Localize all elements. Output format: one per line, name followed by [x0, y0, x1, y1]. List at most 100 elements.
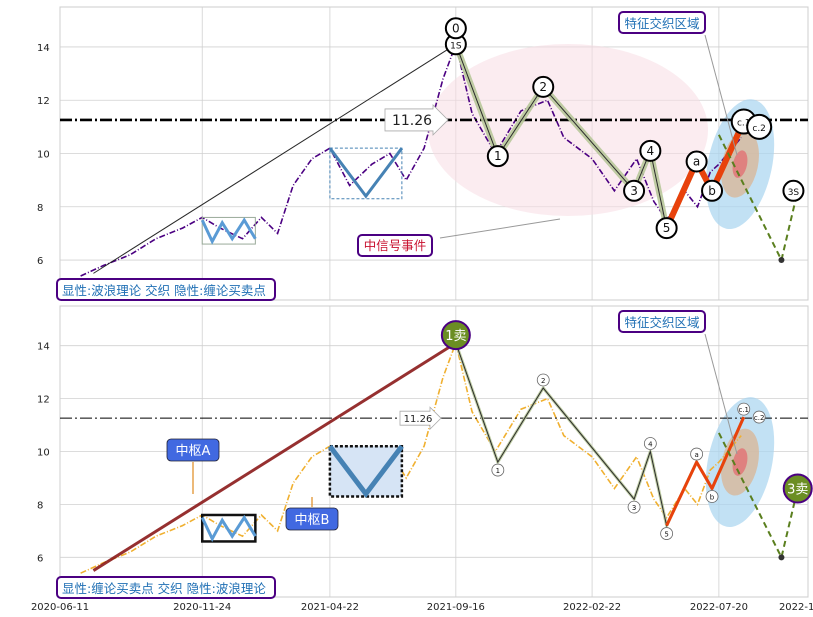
wave-marker	[444, 17, 467, 40]
wave-label: 3	[632, 504, 636, 512]
x-tick-label: 2022-02-22	[563, 602, 621, 613]
feature-zone-pointer	[704, 333, 738, 455]
wave-marker	[705, 490, 719, 503]
wave-marker	[536, 373, 550, 387]
wave-label: c.1	[738, 406, 749, 414]
x-tick-label: 2022-07-20	[690, 602, 748, 613]
center-box-b	[329, 147, 403, 200]
feature-zone-pointer	[704, 34, 738, 156]
forecast-point	[778, 257, 785, 264]
wave-marker	[737, 402, 751, 416]
event-pointer	[439, 218, 561, 239]
center-label: 中枢B	[295, 513, 330, 528]
panel-caption-box	[56, 576, 276, 599]
x-tick-label: 2020-06-11	[31, 602, 89, 613]
wave-label: c.2	[754, 414, 765, 422]
y-tick-label: 8	[37, 203, 43, 214]
signal-label: 3卖	[787, 483, 808, 498]
center-b-stroke	[328, 147, 404, 199]
wave-marker	[701, 179, 724, 202]
wave-marker	[491, 463, 505, 477]
wave-label: a	[693, 154, 700, 168]
y-tick-label: 12	[37, 395, 50, 406]
trend-line	[93, 43, 457, 274]
wave-marker	[532, 75, 555, 98]
feature-zone-label-box	[618, 310, 706, 333]
y-tick-label: 6	[37, 553, 43, 564]
wave-marker	[655, 217, 678, 240]
signal-marker	[440, 320, 471, 351]
wave-label: 1S	[450, 41, 462, 51]
wave-marker	[627, 500, 641, 514]
price-series-line	[80, 41, 742, 277]
feature-zone-core	[732, 448, 748, 476]
wave-marker	[660, 527, 674, 540]
level-label: 11.26	[404, 414, 433, 425]
center-box-a	[200, 513, 257, 543]
wave-marker	[746, 113, 773, 140]
wave-label: c.2	[752, 124, 766, 134]
wave-label: 2	[541, 377, 545, 385]
wave-marker	[685, 150, 708, 173]
y-tick-label: 10	[37, 448, 50, 459]
y-tick-label: 14	[37, 342, 50, 353]
panel-caption: 显性:缠论买卖点 交织 隐性:波浪理论	[62, 581, 266, 596]
feature-zone-label-box	[618, 11, 706, 34]
wave-label: 3	[630, 184, 638, 198]
wave-marker	[486, 145, 509, 168]
center-b-stroke	[327, 444, 404, 498]
y-tick-label: 12	[37, 96, 50, 107]
feature-zone-label: 特征交织区域	[624, 315, 699, 330]
wave-label: 0	[452, 21, 460, 35]
price-series-line	[80, 340, 742, 574]
impulse-leg	[663, 120, 747, 230]
wave-marker	[623, 179, 646, 202]
center-box-b	[328, 444, 404, 498]
x-tick-label: 2021-04-22	[301, 602, 359, 613]
event-label: 中信号事件	[364, 238, 427, 253]
wave-label: c.1	[737, 119, 751, 129]
level-label-box	[399, 406, 442, 431]
wave-label: b	[710, 494, 715, 502]
wave-label: 2	[539, 80, 547, 94]
wave-label: 4	[648, 441, 653, 449]
wave-label: 5	[664, 531, 668, 539]
center-a-stroke	[200, 514, 257, 543]
wave-marker	[782, 179, 805, 202]
panel-bottom: 6810121411.2612345abc.1c.21卖3卖中枢A中枢B显性:缠…	[31, 305, 813, 613]
y-tick-label: 14	[37, 43, 50, 54]
panel-caption: 显性:波浪理论 交织 隐性:缠论买卖点	[62, 283, 266, 298]
wave-label: 1	[494, 149, 502, 163]
wave-label: 5	[663, 221, 671, 235]
y-tick-label: 6	[37, 256, 43, 267]
signal-marker	[782, 473, 813, 504]
forecast-point	[778, 554, 785, 561]
pink-zone	[428, 44, 708, 216]
level-label-box	[384, 103, 449, 136]
center-label-box	[285, 507, 339, 531]
wave-label: 3S	[788, 188, 800, 198]
signal-label: 1卖	[445, 329, 466, 344]
x-tick-label: 2022-11-01	[779, 602, 813, 613]
trend-line	[92, 341, 457, 572]
wave-marker	[639, 139, 662, 162]
feature-zone-label: 特征交织区域	[624, 16, 699, 31]
event-label-box	[357, 234, 433, 257]
wave-label: a	[694, 451, 698, 459]
center-label: 中枢A	[176, 444, 211, 459]
x-tick-label: 2020-11-24	[173, 602, 231, 613]
center-label-box	[166, 438, 220, 462]
panel-caption-box	[56, 278, 276, 301]
y-tick-label: 8	[37, 500, 43, 511]
wave-marker	[643, 437, 657, 450]
wave-marker	[690, 447, 704, 461]
wave-marker	[752, 410, 766, 424]
x-tick-label: 2021-09-16	[427, 602, 485, 613]
y-tick-label: 10	[37, 150, 50, 161]
wave-label: b	[708, 184, 716, 198]
wave-label: 1	[496, 467, 500, 475]
center-a-stroke	[200, 217, 257, 245]
